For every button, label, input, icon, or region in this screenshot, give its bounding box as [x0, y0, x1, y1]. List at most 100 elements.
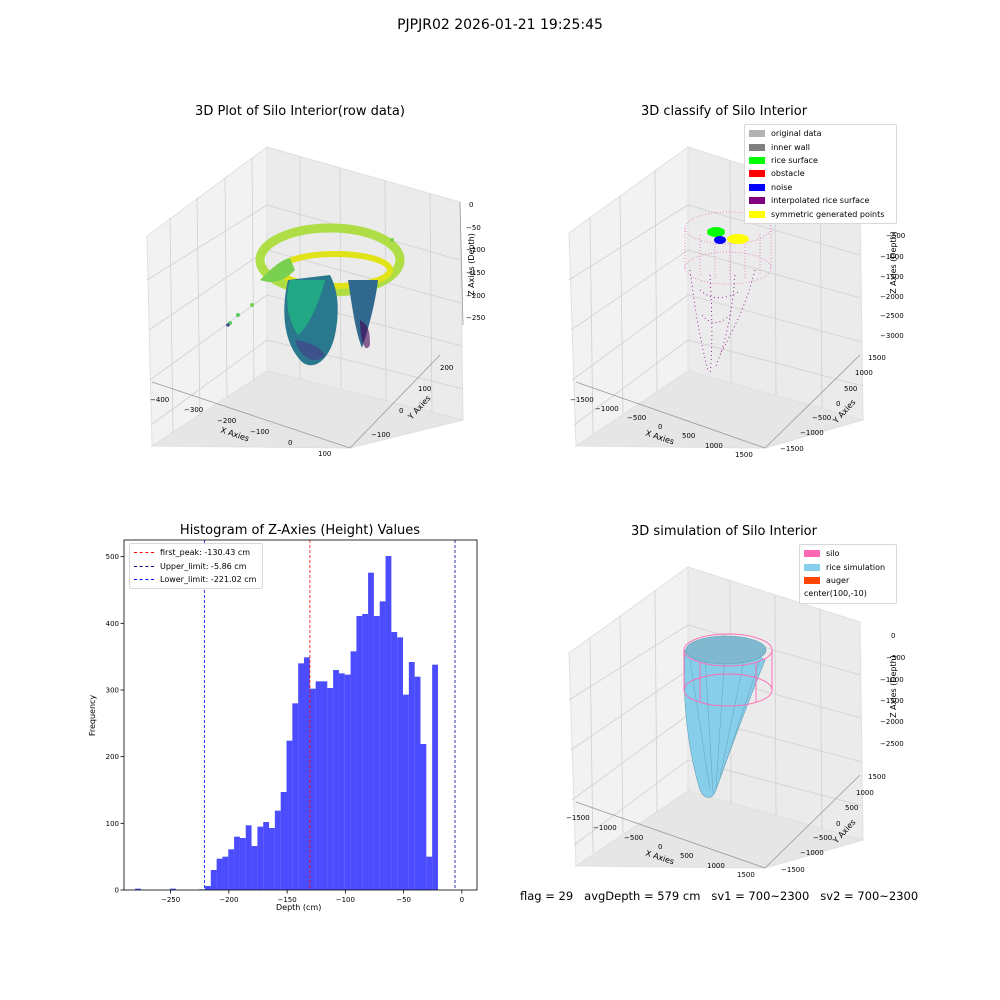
hist-bar [303, 657, 310, 890]
hist-x-label: Depth (cm) [276, 903, 322, 912]
hist-y-tick-label: 0 [115, 887, 119, 895]
legend-item-inner-wall: inner wall [749, 140, 892, 153]
legend-item-obstacle: obstacle [749, 167, 892, 180]
plot4-rice-simulation [683, 635, 767, 798]
hist-bar [373, 616, 380, 890]
plot4-3d-axes [568, 566, 865, 869]
legend-item-original-data: original data [749, 127, 892, 140]
plot1-y-tick: −100 [371, 431, 391, 439]
hist-x-tick-label: −100 [336, 896, 355, 904]
plot2-z-tick: −3000 [880, 332, 904, 340]
hist-bar [263, 822, 270, 890]
hist-bar [426, 856, 433, 890]
plot1-3d-axes [146, 146, 464, 449]
hist-bar [298, 663, 304, 890]
plot2-y-tick: 1500 [868, 354, 886, 362]
hist-y-tick-label: 500 [106, 553, 119, 561]
plot1-y-tick: 100 [418, 385, 432, 393]
footer-avg-depth: avgDepth = 579 cm [584, 889, 701, 903]
hist-title: Histogram of Z-Axies (Height) Values [179, 523, 421, 538]
plot2-x-tick: −500 [627, 414, 647, 422]
plot2-z-tick: −2500 [880, 312, 904, 320]
plot4-z-tick: −1000 [880, 676, 904, 684]
hist-bar [222, 856, 229, 890]
hist-bar [333, 670, 339, 890]
plot4-y-tick: −1000 [800, 849, 824, 857]
plot2-y-tick: −500 [812, 414, 832, 422]
hist-bar [204, 886, 211, 890]
hist-bar [245, 825, 252, 890]
hist-y-tick-label: 300 [106, 687, 119, 695]
hist-y-tick-label: 200 [106, 753, 119, 761]
plot1-x-tick: −100 [250, 428, 270, 436]
plot4-z-label: Z Axies (Depth) [888, 655, 898, 718]
hist-bar [403, 694, 409, 890]
hist-x-tick-label: 0 [460, 896, 464, 904]
plot1-x-tick: 0 [288, 439, 293, 447]
hist-bar [309, 688, 316, 890]
plot1-x-tick: −400 [150, 396, 170, 404]
plot4-y-tick: 1500 [868, 773, 886, 781]
plot2-y-tick: 500 [844, 385, 858, 393]
hist-bar [391, 632, 398, 890]
hist-legend: first_peak: -130.43 cm Upper_limit: -5.8… [129, 543, 263, 590]
legend-item-rice-simulation: rice simulation [804, 560, 892, 573]
plot2-z-tick: −1000 [880, 253, 904, 261]
hist-bar [379, 601, 386, 890]
plot2-y-tick: −1000 [800, 429, 824, 437]
plot4-z-tick: −500 [886, 654, 906, 662]
plot4-y-tick: −500 [813, 834, 833, 842]
hist-y-label: Frequency [88, 694, 98, 737]
plot2-interpolated-points [689, 269, 756, 376]
plot4-x-tick: −1500 [566, 814, 590, 822]
legend-item-symmetric: symmetric generated points [749, 207, 892, 220]
footer-flag: flag = 29 [520, 889, 574, 903]
plot2-y-tick: 1000 [855, 369, 873, 377]
plot2-x-tick: −1000 [595, 405, 619, 413]
plot1-z-tick: −250 [466, 314, 486, 322]
plot2-z-tick: −500 [886, 232, 906, 240]
hist-bar [228, 849, 235, 890]
hist-bar [408, 662, 415, 890]
plot2-classified-points [707, 227, 749, 244]
plot4-y-tick: 0 [836, 820, 841, 828]
hist-bar [210, 870, 217, 890]
plot2-z-tick: −1500 [880, 273, 904, 281]
plot1-y-tick: 0 [399, 407, 404, 415]
plot2-x-tick: 0 [658, 423, 663, 431]
hist-bar [397, 637, 404, 890]
plot4-z-tick: −2500 [880, 740, 904, 748]
footer-status: flag = 29 avgDepth = 579 cm sv1 = 700~23… [520, 889, 918, 903]
plot1-z-label: Z Axies (Depth) [466, 233, 476, 296]
plot2-x-tick: 1500 [735, 451, 753, 459]
plot1-z-tick: −200 [466, 292, 486, 300]
hist-bar [274, 810, 281, 890]
hist-bar [327, 688, 334, 890]
hist-bar [338, 673, 345, 890]
hist-bar [315, 681, 322, 890]
plot1-y-tick: 200 [440, 364, 454, 372]
plot1-point-cloud [226, 223, 405, 366]
plot4-legend: silo rice simulation auger center(100,-1… [799, 544, 897, 604]
hist-bar [280, 792, 287, 890]
plot2-z-tick: −2000 [880, 293, 904, 301]
plot4-y-tick: 1000 [856, 789, 874, 797]
plot4-z-tick: −1500 [880, 697, 904, 705]
hist-x-tick-label: −50 [396, 896, 411, 904]
hist-bar [420, 744, 427, 890]
histogram-chart: −250 −200 −150 −100 −50 0 0 100 200 300 400 500 [106, 539, 478, 904]
hist-bar [239, 838, 246, 890]
hist-y-tick-label: 100 [106, 820, 119, 828]
plot4-y-tick: 500 [845, 804, 859, 812]
hist-bar [321, 681, 328, 890]
hist-x-tick-label: −150 [277, 896, 296, 904]
plot2-z-label: Z Axies (Depth) [888, 231, 898, 294]
hist-bar [362, 614, 369, 890]
plot1-x-tick: −300 [184, 406, 204, 414]
legend-item-lower-limit: Lower_limit: -221.02 cm [134, 573, 258, 586]
hist-bar [286, 740, 293, 890]
legend-item-interpolated: interpolated rice surface [749, 194, 892, 207]
plot2-y-tick: 0 [836, 400, 841, 408]
legend-item-auger: auger [804, 574, 892, 587]
plot4-x-tick: 500 [680, 852, 694, 860]
